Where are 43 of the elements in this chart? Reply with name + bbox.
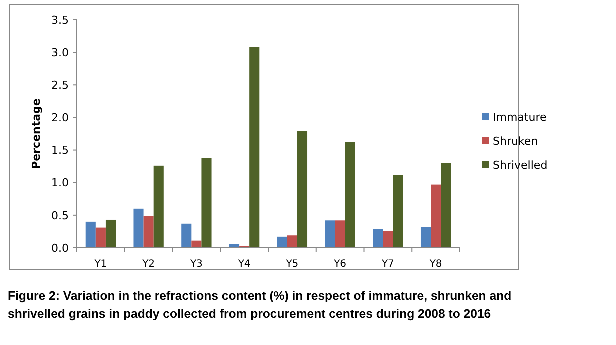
bar: [393, 175, 404, 248]
legend-label: Shruken: [493, 134, 538, 148]
x-tick-label: Y2: [142, 259, 156, 270]
x-tick-label: Y7: [380, 259, 394, 270]
legend-label: Immature: [493, 110, 547, 124]
y-tick-label: 2.0: [52, 112, 69, 125]
y-tick-label: 3.0: [52, 46, 69, 60]
bar: [441, 163, 452, 248]
y-tick-label: 3.5: [52, 14, 69, 27]
bar: [154, 166, 164, 248]
bar: [383, 231, 394, 248]
bar: [297, 131, 308, 248]
x-tick-label: Y8: [428, 259, 442, 270]
bar: [420, 227, 432, 248]
bar: [335, 220, 346, 248]
x-tick-label: Y5: [285, 259, 299, 270]
y-axis-title: Percentage: [30, 98, 43, 170]
bar: [86, 222, 96, 248]
x-tick-label: Y6: [333, 259, 347, 270]
y-tick-label: 2.5: [52, 78, 69, 92]
bar: [250, 47, 260, 248]
bar: [192, 240, 202, 248]
x-tick-label: Y3: [189, 259, 203, 270]
y-tick-label: 0.0: [52, 242, 69, 255]
bar: [431, 184, 442, 248]
y-tick-label: 1.5: [52, 144, 69, 158]
bar: [277, 236, 288, 248]
bar: [96, 228, 106, 248]
caption: Figure 2: Variation in the refractions content (%) in respect of immature, shrunken and shrivelled grains in paddy collected from procurement centres during 2008 to 2016: [8, 289, 512, 321]
x-tick-label: Y4: [237, 259, 251, 270]
bar: [144, 216, 154, 248]
bar: [325, 220, 336, 248]
bar: [106, 220, 116, 248]
y-tick-label: 0.5: [52, 209, 69, 222]
bar: [202, 158, 212, 248]
bar: [134, 208, 144, 248]
legend-label: Shrivelled: [493, 158, 548, 172]
y-tick-label: 1.0: [52, 176, 69, 190]
bar: [345, 142, 356, 248]
x-tick-label: Y1: [94, 259, 108, 270]
bar: [373, 229, 384, 248]
bar: [182, 224, 192, 248]
bar: [287, 236, 298, 248]
